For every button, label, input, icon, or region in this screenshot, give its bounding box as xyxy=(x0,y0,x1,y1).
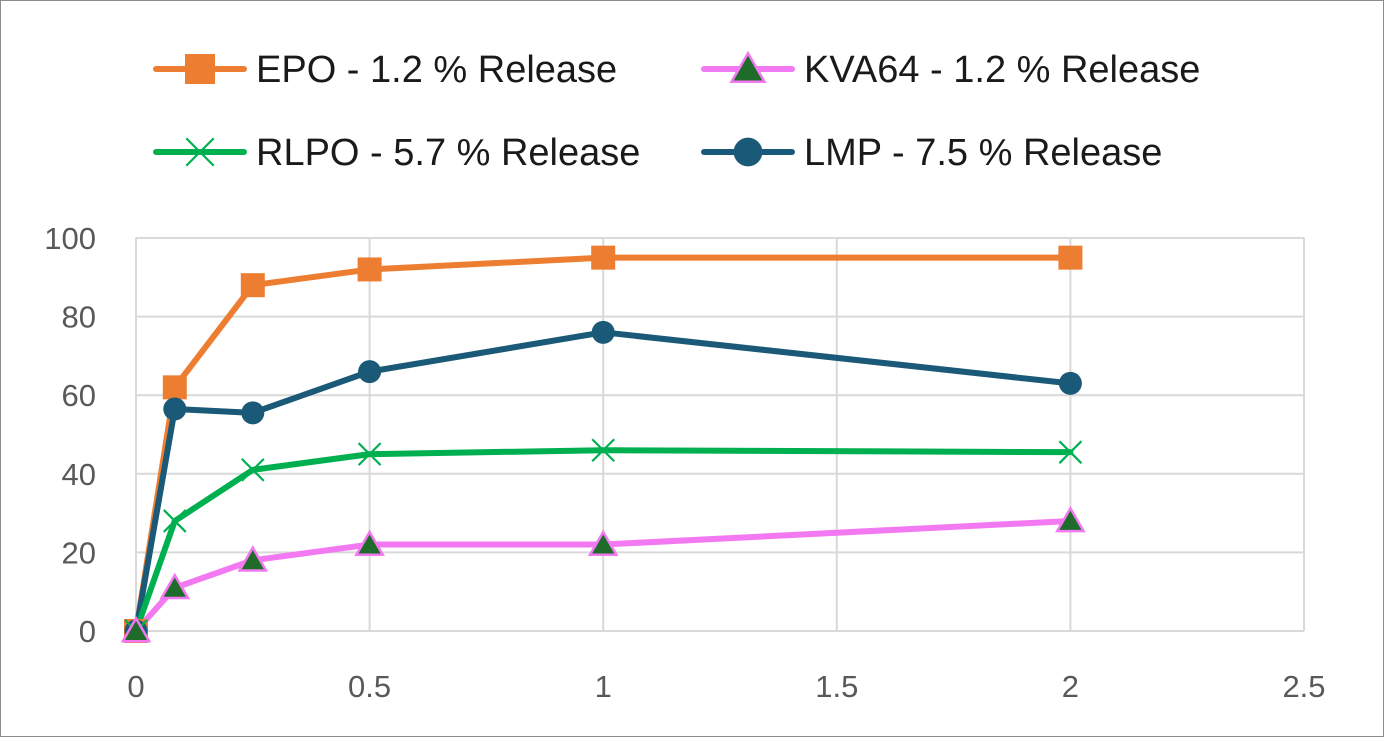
y-tick-label: 100 xyxy=(44,221,96,256)
legend-item-rlpo: RLPO - 5.7 % Release xyxy=(153,132,640,174)
y-tick-label: 20 xyxy=(62,535,96,570)
epo-point xyxy=(162,375,187,400)
axes: 0 20 40 60 80 100 0 0.5 1 1.5 2 2.5 xyxy=(44,221,1325,704)
legend-swatch-marker xyxy=(729,50,767,83)
legend-label: LMP - 7.5 % Release xyxy=(804,132,1162,174)
kva64-point xyxy=(237,545,269,572)
rlpo-point xyxy=(163,509,187,533)
legend-swatch-marker xyxy=(733,137,763,167)
kva64-point xyxy=(120,615,152,643)
rlpo-point xyxy=(357,442,382,466)
lmp-line xyxy=(133,329,1074,634)
kva64-point xyxy=(354,529,385,556)
x-tick-label: 0 xyxy=(127,669,144,704)
legend-item-epo: EPO - 1.2 % Release xyxy=(153,49,617,91)
legend-item-kva64: KVA64 - 1.2 % Release xyxy=(701,49,1200,91)
x-tick-label: 0.5 xyxy=(348,669,391,704)
lmp-point xyxy=(241,401,265,425)
legend-swatch-marker xyxy=(185,137,215,167)
y-tick-label: 60 xyxy=(62,378,96,413)
y-tick-label: 40 xyxy=(62,457,96,492)
kva64-point xyxy=(1055,505,1086,533)
epo-point xyxy=(357,257,382,282)
y-tick-label: 80 xyxy=(62,300,96,335)
x-tick-label: 1.5 xyxy=(815,669,858,704)
rlpo-point xyxy=(1058,440,1083,464)
epo-line xyxy=(133,254,1074,634)
series-markers xyxy=(120,245,1086,643)
rlpo-point xyxy=(591,438,615,462)
legend-label: RLPO - 5.7 % Release xyxy=(256,132,640,174)
lmp-point xyxy=(591,320,615,344)
epo-point xyxy=(591,245,616,270)
x-tick-label: 2 xyxy=(1062,669,1079,704)
legend: EPO - 1.2 % Release KVA64 - 1.2 % Release… xyxy=(153,49,1200,174)
x-tick-label: 1 xyxy=(595,669,612,704)
kva64-point xyxy=(159,572,191,600)
epo-point xyxy=(1058,245,1083,270)
legend-label: EPO - 1.2 % Release xyxy=(256,49,617,91)
epo-point xyxy=(240,273,265,298)
x-tick-label: 2.5 xyxy=(1282,669,1325,704)
rlpo-line xyxy=(133,447,1074,634)
gridlines xyxy=(135,237,1305,632)
legend-item-lmp: LMP - 7.5 % Release xyxy=(701,132,1162,174)
kva64-point xyxy=(587,529,619,556)
lmp-point xyxy=(1058,371,1082,395)
legend-swatch-marker xyxy=(185,54,215,84)
lmp-point xyxy=(358,360,382,384)
lmp-point xyxy=(163,397,187,421)
y-tick-label: 0 xyxy=(79,614,96,649)
legend-label: KVA64 - 1.2 % Release xyxy=(804,49,1200,91)
rlpo-point xyxy=(241,458,265,482)
